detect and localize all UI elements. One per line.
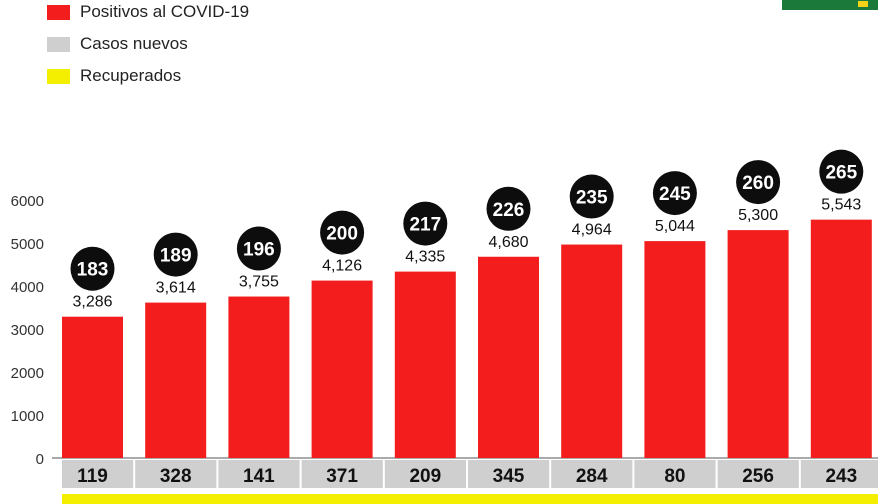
legend-swatch-positivos <box>47 4 70 20</box>
circle-marker <box>70 246 115 291</box>
casos-nuevos-value: 80 <box>664 466 685 487</box>
circle-value-label: 200 <box>326 224 358 245</box>
legend-label-casos-nuevos: Casos nuevos <box>80 34 188 53</box>
legend-label-recuperados: Recuperados <box>80 66 182 85</box>
legend-label-positivos: Positivos al COVID-19 <box>80 2 250 21</box>
y-tick-label: 2000 <box>11 365 44 382</box>
bar-value-label: 3,755 <box>239 274 279 291</box>
bar-value-label: 5,044 <box>655 218 695 235</box>
bar-positivos <box>561 244 623 458</box>
bar-value-label: 4,964 <box>572 222 612 239</box>
circle-value-label: 265 <box>825 163 857 184</box>
circle-marker <box>569 174 614 219</box>
y-tick-label: 1000 <box>11 408 44 425</box>
y-tick-label: 0 <box>36 451 44 468</box>
bar-value-label: 5,543 <box>821 197 861 214</box>
bar-positivos <box>810 219 872 458</box>
circle-marker <box>153 232 198 277</box>
legend-item-recuperados: Recuperados <box>47 60 249 92</box>
circle-value-label: 226 <box>493 200 525 221</box>
bar-positivos <box>478 256 539 458</box>
casos-nuevos-band <box>62 460 878 488</box>
casos-nuevos-value: 119 <box>77 466 108 487</box>
bar-positivos <box>311 280 373 458</box>
circle-value-label: 217 <box>409 215 441 236</box>
casos-nuevos-value: 284 <box>576 466 608 487</box>
bar-positivos <box>727 230 789 458</box>
bar-value-label: 4,335 <box>405 249 445 266</box>
legend-item-positivos: Positivos al COVID-19 <box>47 0 249 28</box>
bar-positivos <box>62 316 123 458</box>
publisher-logo <box>782 0 878 10</box>
bar-positivos <box>228 296 290 458</box>
casos-nuevos-value: 371 <box>326 466 358 487</box>
circle-marker <box>652 171 697 216</box>
circle-value-label: 260 <box>742 173 774 194</box>
circle-value-label: 235 <box>576 188 608 209</box>
bar-positivos <box>145 302 207 458</box>
y-tick-label: 3000 <box>11 322 44 339</box>
bar-value-label: 5,300 <box>738 207 778 224</box>
legend-item-casos-nuevos: Casos nuevos <box>47 28 249 60</box>
circle-value-label: 183 <box>77 260 109 281</box>
casos-nuevos-value: 141 <box>243 466 275 487</box>
legend-swatch-casos-nuevos <box>47 36 70 52</box>
circle-marker <box>486 186 531 231</box>
casos-nuevos-value: 209 <box>409 466 441 487</box>
recuperados-band <box>62 494 878 504</box>
casos-nuevos-value: 328 <box>160 466 192 487</box>
circle-marker <box>403 201 448 246</box>
y-tick-label: 4000 <box>11 279 44 296</box>
bar-value-label: 4,126 <box>322 258 362 275</box>
casos-nuevos-value: 243 <box>825 466 857 487</box>
legend: Positivos al COVID-19 Casos nuevos Recup… <box>47 0 249 92</box>
legend-swatch-recuperados <box>47 68 70 84</box>
circle-value-label: 245 <box>659 184 691 205</box>
circle-value-label: 189 <box>160 246 192 267</box>
bar-positivos <box>644 241 706 458</box>
circle-marker <box>236 226 281 271</box>
y-tick-label: 6000 <box>11 193 44 210</box>
circle-marker <box>819 149 864 194</box>
circle-marker <box>736 160 781 205</box>
circle-marker <box>320 210 365 255</box>
bar-value-label: 3,614 <box>156 280 196 297</box>
y-tick-label: 5000 <box>11 236 44 253</box>
bar-positivos <box>394 271 456 458</box>
casos-nuevos-value: 345 <box>493 466 525 487</box>
circle-value-label: 196 <box>243 240 275 261</box>
bar-value-label: 3,286 <box>72 294 112 311</box>
casos-nuevos-value: 256 <box>742 466 774 487</box>
bar-value-label: 4,680 <box>488 234 528 251</box>
